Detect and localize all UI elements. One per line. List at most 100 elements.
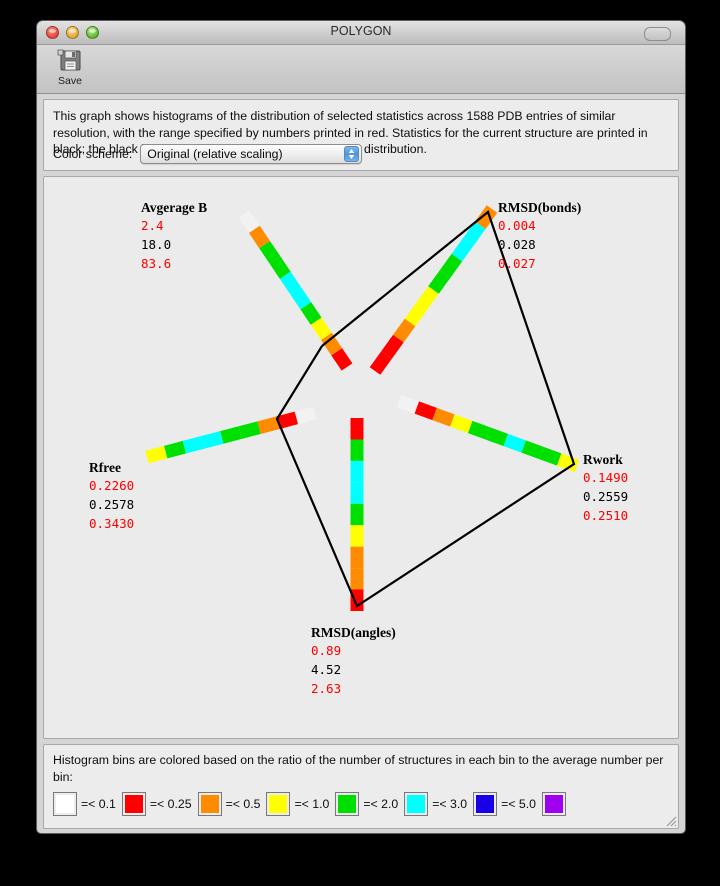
histogram-bin: [404, 302, 428, 327]
close-button[interactable]: [46, 26, 59, 39]
histogram-bin: [350, 546, 364, 569]
minimize-button[interactable]: [66, 26, 79, 39]
color-scheme-select[interactable]: Original (relative scaling): [140, 144, 363, 164]
histogram-bin: [290, 286, 312, 310]
histogram-bin: [350, 418, 364, 440]
histogram-bin: [269, 256, 291, 279]
axis-max-value: 0.3430: [89, 516, 135, 531]
histogram-bin: [276, 411, 298, 430]
legend-item-label: =< 3.0: [432, 797, 468, 811]
axis-max-value: 83.6: [141, 256, 172, 271]
axis-title: Rfree: [89, 460, 121, 475]
floppy-disk-icon: [47, 47, 93, 75]
application-window: POLYGON Save: [36, 20, 686, 834]
histogram-bin: [182, 436, 205, 454]
legend-item-label: =< 0.1: [81, 797, 116, 811]
histogram-bin: [416, 286, 439, 311]
histogram-bin: [432, 407, 455, 427]
legend-color-swatch: [121, 792, 146, 816]
histogram-bin: [350, 460, 364, 483]
axis-label-rfree: Rfree 0.2260 0.2578 0.3430: [89, 459, 134, 533]
histogram-bin: [485, 427, 509, 447]
legend-swatch-list: =< 0.1 =< 0.25 =< 0.5 =< 1.0 =< 2.0 =< 3.0 =< …: [53, 792, 669, 816]
histogram-bin: [350, 439, 364, 461]
maximize-button[interactable]: [86, 26, 99, 39]
legend-color-swatch: [197, 792, 222, 816]
histogram-bin: [350, 482, 364, 504]
save-button-label: Save: [58, 75, 82, 87]
histogram-bin: [350, 503, 364, 526]
histogram-bin: [331, 348, 353, 371]
axis-max-value: 2.63: [311, 681, 342, 696]
histogram-bin: [451, 237, 474, 262]
histogram-bin: [381, 334, 404, 359]
color-scheme-label: Color scheme:: [53, 147, 133, 161]
axis-max-value: 0.027: [498, 256, 536, 271]
axis-min-value: 0.1490: [583, 470, 629, 485]
histogram-bin: [521, 440, 544, 460]
axis-title: RMSD(angles): [311, 625, 396, 640]
legend-item-label: =< 0.5: [225, 797, 261, 811]
axis-current-value: 0.2559: [583, 489, 629, 504]
histogram-bin: [475, 205, 498, 230]
window-titlebar[interactable]: POLYGON: [37, 21, 685, 45]
histogram-bin: [396, 394, 420, 414]
histogram-bin: [463, 221, 486, 246]
legend-item-label: =< 0.25: [149, 797, 192, 811]
axis-current-value: 18.0: [141, 237, 172, 252]
histogram-bin: [248, 225, 270, 249]
polygon-graph-panel[interactable]: Avgerage B 2.4 18.0 83.6 RMSD(bonds) 0.0…: [43, 176, 679, 739]
save-button[interactable]: Save: [47, 47, 93, 87]
axis-current-value: 4.52: [311, 662, 342, 677]
axis-label-average-b: Avgerage B 2.4 18.0 83.6: [141, 199, 207, 273]
legend-item-label: =< 5.0: [501, 797, 536, 811]
axis-label-rmsd-angles: RMSD(angles) 0.89 4.52 2.63: [311, 624, 396, 698]
axis-label-rmsd-bonds: RMSD(bonds) 0.004 0.028 0.027: [498, 199, 581, 273]
histogram-bin: [467, 420, 491, 440]
histogram-bin: [539, 446, 562, 466]
histogram-bin: [350, 589, 364, 611]
histogram-bin: [294, 406, 317, 425]
window-title: POLYGON: [330, 24, 392, 38]
histogram-bin: [279, 271, 301, 295]
legend-item-label: =< 1.0: [294, 797, 330, 811]
legend-item: =< 0.1: [53, 792, 122, 816]
histogram-bin: [393, 318, 416, 343]
axis-title: Rwork: [583, 452, 623, 467]
histogram-bin: [145, 445, 168, 464]
resize-grip[interactable]: [664, 814, 677, 827]
axis-title: RMSD(bonds): [498, 200, 582, 215]
legend-color-swatch: [404, 792, 429, 816]
legend-item: [541, 792, 566, 816]
legend-color-swatch: [53, 792, 77, 816]
axis-current-value: 0.028: [498, 237, 536, 252]
legend-color-swatch: [266, 792, 291, 816]
legend-color-swatch: [473, 792, 498, 816]
legend-item: =< 3.0: [404, 792, 473, 816]
histogram-bin: [220, 426, 242, 444]
description-panel: This graph shows histograms of the distr…: [43, 99, 679, 171]
legend-panel: Histogram bins are colored based on the …: [43, 744, 679, 829]
histogram-bin: [238, 421, 261, 439]
histogram-bin: [164, 440, 186, 459]
legend-item: =< 0.5: [197, 792, 267, 816]
histogram-bin: [414, 401, 437, 421]
histogram-bin: [201, 431, 224, 449]
histogram-bin: [300, 302, 322, 325]
toolbar: Save: [37, 45, 685, 94]
axis-current-value: 0.2578: [89, 497, 135, 512]
histogram-bin: [369, 350, 392, 375]
chevron-updown-icon[interactable]: [344, 146, 360, 162]
color-scheme-value: Original (relative scaling): [147, 147, 283, 161]
histogram-bin: [556, 453, 580, 473]
axis-min-value: 0.89: [311, 643, 342, 658]
toolbar-toggle-button[interactable]: [644, 27, 671, 41]
histogram-bin: [428, 269, 451, 294]
polygon-chart: [145, 205, 580, 611]
histogram-spokes: [145, 205, 580, 611]
value-polygon-line: [275, 210, 576, 608]
axis-title: Avgerage B: [141, 200, 208, 215]
legend-description: Histogram bins are colored based on the …: [53, 753, 664, 784]
axis-label-rwork: Rwork 0.1490 0.2559 0.2510: [583, 451, 628, 525]
